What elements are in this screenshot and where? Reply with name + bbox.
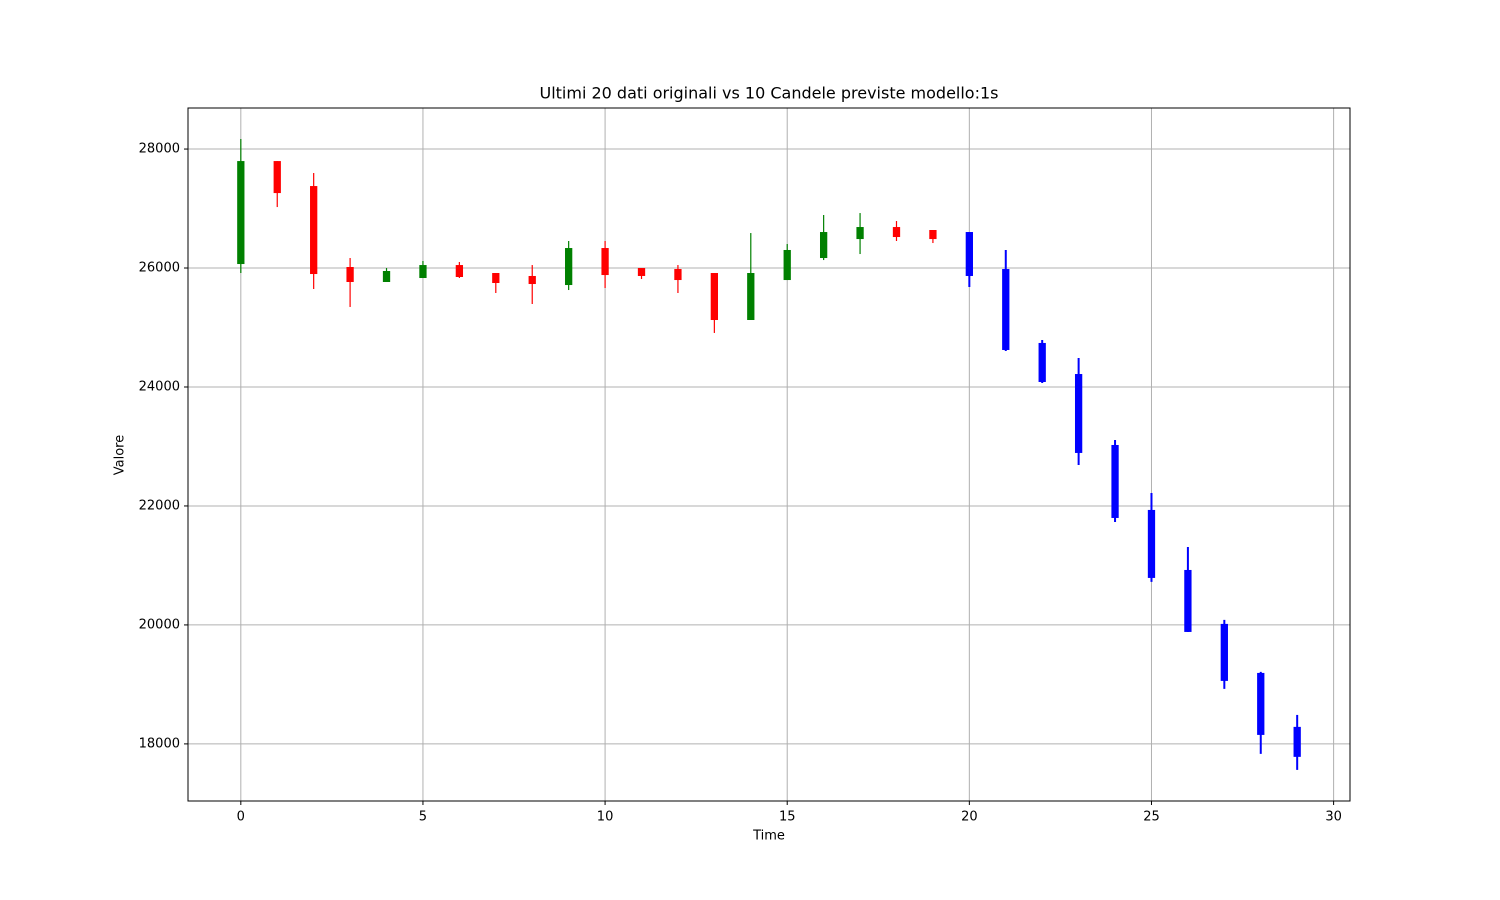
candle-body xyxy=(1257,672,1265,735)
x-tick-label: 10 xyxy=(597,810,614,825)
x-tick-label: 0 xyxy=(237,810,245,825)
candle-body xyxy=(1184,569,1192,632)
candle-body xyxy=(1038,342,1046,382)
candle-body xyxy=(892,227,901,238)
y-tick-label: 20000 xyxy=(139,617,180,632)
candles xyxy=(237,139,1301,770)
candle-body xyxy=(1074,374,1083,453)
x-axis-label: Time xyxy=(752,829,785,844)
x-tick-label: 20 xyxy=(961,810,978,825)
candle-body xyxy=(237,161,245,265)
candle-body xyxy=(419,265,427,279)
y-tick-label: 26000 xyxy=(139,261,180,276)
y-tick-label: 22000 xyxy=(139,498,180,513)
candle-body xyxy=(565,248,573,286)
candle-body xyxy=(310,186,318,275)
x-tick-label: 15 xyxy=(779,810,796,825)
candle-body xyxy=(492,273,500,284)
candle-body xyxy=(1111,444,1119,518)
y-tick-label: 28000 xyxy=(139,142,180,157)
candle-body xyxy=(710,273,719,321)
x-tick-label: 25 xyxy=(1143,810,1160,825)
plot-frame xyxy=(187,107,1351,802)
candle-body xyxy=(273,161,281,194)
candle-body xyxy=(1002,269,1010,350)
candle-body xyxy=(601,248,609,276)
candle-body xyxy=(455,265,464,277)
chart-title: Ultimi 20 dati originali vs 10 Candele p… xyxy=(539,84,998,103)
candle-body xyxy=(747,273,755,321)
candle-body xyxy=(1147,509,1156,578)
candle-body xyxy=(929,230,937,240)
candle-body xyxy=(382,270,391,282)
candle-body xyxy=(856,227,864,240)
y-tick-label: 24000 xyxy=(139,379,180,394)
candle-body xyxy=(1293,726,1301,757)
x-tick-label: 30 xyxy=(1325,810,1342,825)
candle-body xyxy=(674,269,682,281)
candle-body xyxy=(783,249,791,281)
candle-body xyxy=(1220,623,1228,681)
candle-body xyxy=(637,268,646,276)
y-axis-label: Valore xyxy=(113,435,128,475)
grid: 0 5 10 15 20 25 30 18000 20000 22000 24000 26000 280… xyxy=(139,108,1350,825)
y-tick-label: 18000 xyxy=(139,736,180,751)
candle-body xyxy=(819,232,828,259)
candle-body xyxy=(528,275,536,285)
candle-body xyxy=(346,267,354,282)
x-tick-label: 5 xyxy=(419,810,427,825)
candle-body xyxy=(965,232,973,276)
